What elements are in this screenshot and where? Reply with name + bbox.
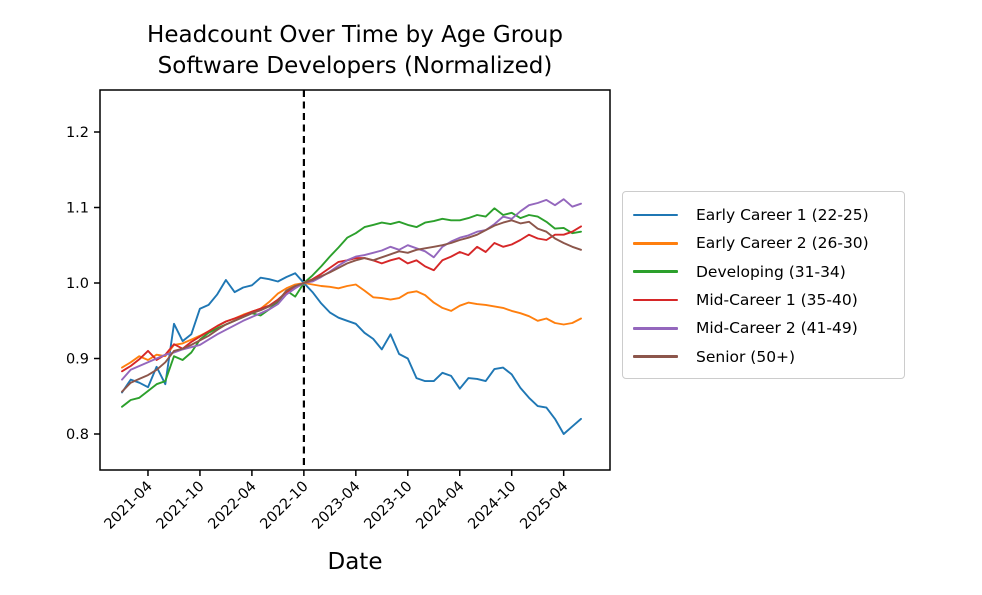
legend-sample-line bbox=[633, 355, 678, 358]
plot-frame bbox=[99, 89, 611, 471]
y-tick-label: 1.2 bbox=[66, 125, 89, 141]
chart-title-block: Headcount Over Time by Age Group Softwar… bbox=[50, 20, 660, 82]
y-tick-label: 1.0 bbox=[66, 276, 89, 292]
x-tick-label: 2021-10 bbox=[154, 479, 208, 533]
legend-row: Developing (31-34) bbox=[633, 258, 894, 286]
legend-row: Early Career 1 (22-25) bbox=[633, 201, 894, 229]
legend-row: Early Career 2 (26-30) bbox=[633, 229, 894, 257]
series-line-early-career-2 bbox=[121, 282, 582, 369]
legend-sample-line bbox=[633, 327, 678, 330]
x-tick-label: 2023-04 bbox=[309, 479, 363, 533]
x-tick-label: 2025-04 bbox=[517, 479, 571, 533]
legend-sample-line bbox=[633, 242, 678, 245]
x-tick-label: 2022-04 bbox=[206, 479, 260, 533]
legend-sample-line bbox=[633, 270, 678, 274]
x-axis-label: Date bbox=[327, 549, 383, 575]
legend-row: Mid-Career 2 (41-49) bbox=[633, 314, 894, 342]
series-line-developing bbox=[121, 207, 582, 408]
legend-label: Early Career 2 (26-30) bbox=[696, 234, 869, 253]
legend-row: Mid-Career 1 (35-40) bbox=[633, 286, 894, 314]
series-line-early-career-1 bbox=[121, 272, 582, 435]
chart-title: Headcount Over Time by Age Group bbox=[147, 22, 563, 48]
legend-label: Mid-Career 1 (35-40) bbox=[696, 291, 858, 310]
legend-label: Mid-Career 2 (41-49) bbox=[696, 319, 858, 338]
x-tick-label: 2023-10 bbox=[361, 479, 415, 533]
x-tick-label: 2024-10 bbox=[465, 479, 519, 533]
legend-sample-line bbox=[633, 213, 678, 217]
series-line-mid-career-2 bbox=[121, 198, 582, 381]
legend-label: Developing (31-34) bbox=[696, 262, 846, 281]
series-line-mid-career-1 bbox=[121, 225, 582, 373]
y-tick-label: 1.1 bbox=[66, 201, 89, 217]
x-tick-label: 2024-04 bbox=[413, 479, 467, 533]
chart-subtitle: Software Developers (Normalized) bbox=[157, 53, 553, 79]
y-tick-label: 0.9 bbox=[66, 352, 89, 368]
legend-row: Senior (50+) bbox=[633, 342, 894, 370]
x-tick-label: 2022-10 bbox=[258, 479, 312, 533]
legend-sample-line bbox=[633, 298, 678, 302]
x-tick-label: 2021-04 bbox=[102, 479, 156, 533]
series-line-senior bbox=[121, 219, 582, 393]
legend-label: Early Career 1 (22-25) bbox=[696, 206, 869, 225]
legend-box: Early Career 1 (22-25) Early Career 2 (2… bbox=[622, 191, 905, 379]
legend-label: Senior (50+) bbox=[696, 347, 796, 366]
y-tick-label: 0.8 bbox=[66, 427, 89, 443]
